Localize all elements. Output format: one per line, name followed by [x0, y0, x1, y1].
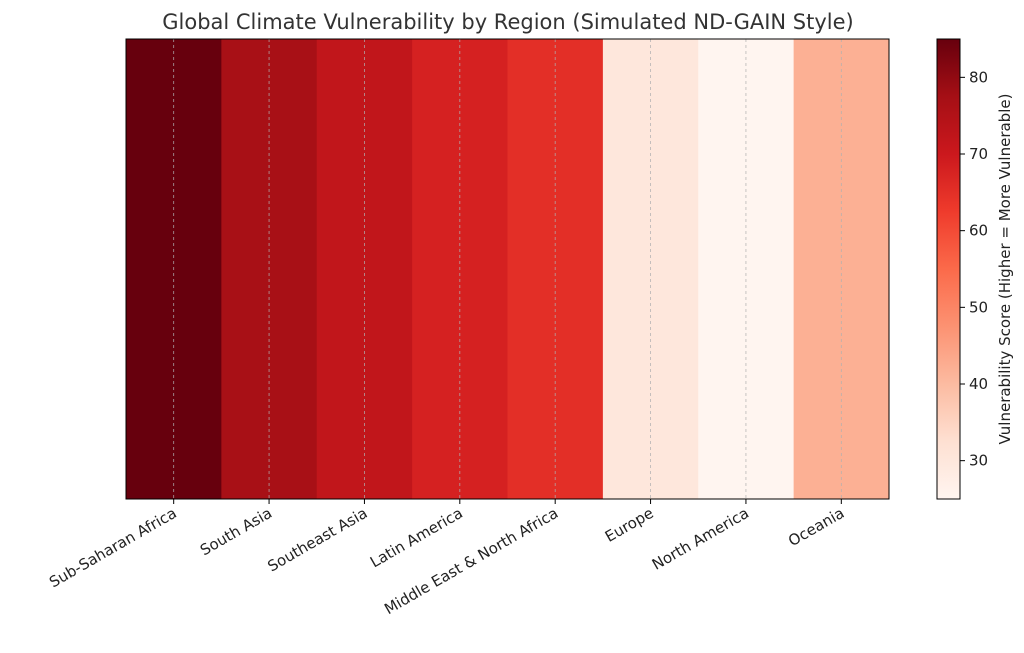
colorbar-tick-label: 60 [969, 222, 988, 240]
x-axis-ticks [173, 499, 842, 504]
colorbar-tick-label: 30 [969, 452, 988, 470]
plot-frame [125, 38, 890, 500]
colorbar-label: Vulnerability Score (Higher = More Vulne… [996, 94, 1014, 445]
x-tick-label: North America [649, 504, 752, 574]
colorbar-tick-label: 70 [969, 145, 988, 163]
colorbar-tick-label: 50 [969, 298, 988, 316]
x-tick-label: Europe [602, 504, 657, 546]
colorbar-tick-label: 80 [969, 68, 988, 86]
chart-title: Global Climate Vulnerability by Region (… [162, 10, 854, 34]
x-tick-label: Southeast Asia [265, 504, 371, 576]
x-tick-label: South Asia [197, 504, 275, 559]
heatmap-cells [126, 39, 890, 499]
colorbar-tick-label: 40 [969, 375, 988, 393]
x-tick-label: Oceania [785, 504, 847, 550]
colorbar [936, 38, 961, 500]
x-tick-label: Sub-Saharan Africa [46, 504, 180, 591]
colorbar-ticks: 30 40 50 60 70 80 [960, 68, 988, 470]
gridlines [173, 39, 842, 499]
x-tick-label: Middle East & North Africa [381, 504, 561, 618]
